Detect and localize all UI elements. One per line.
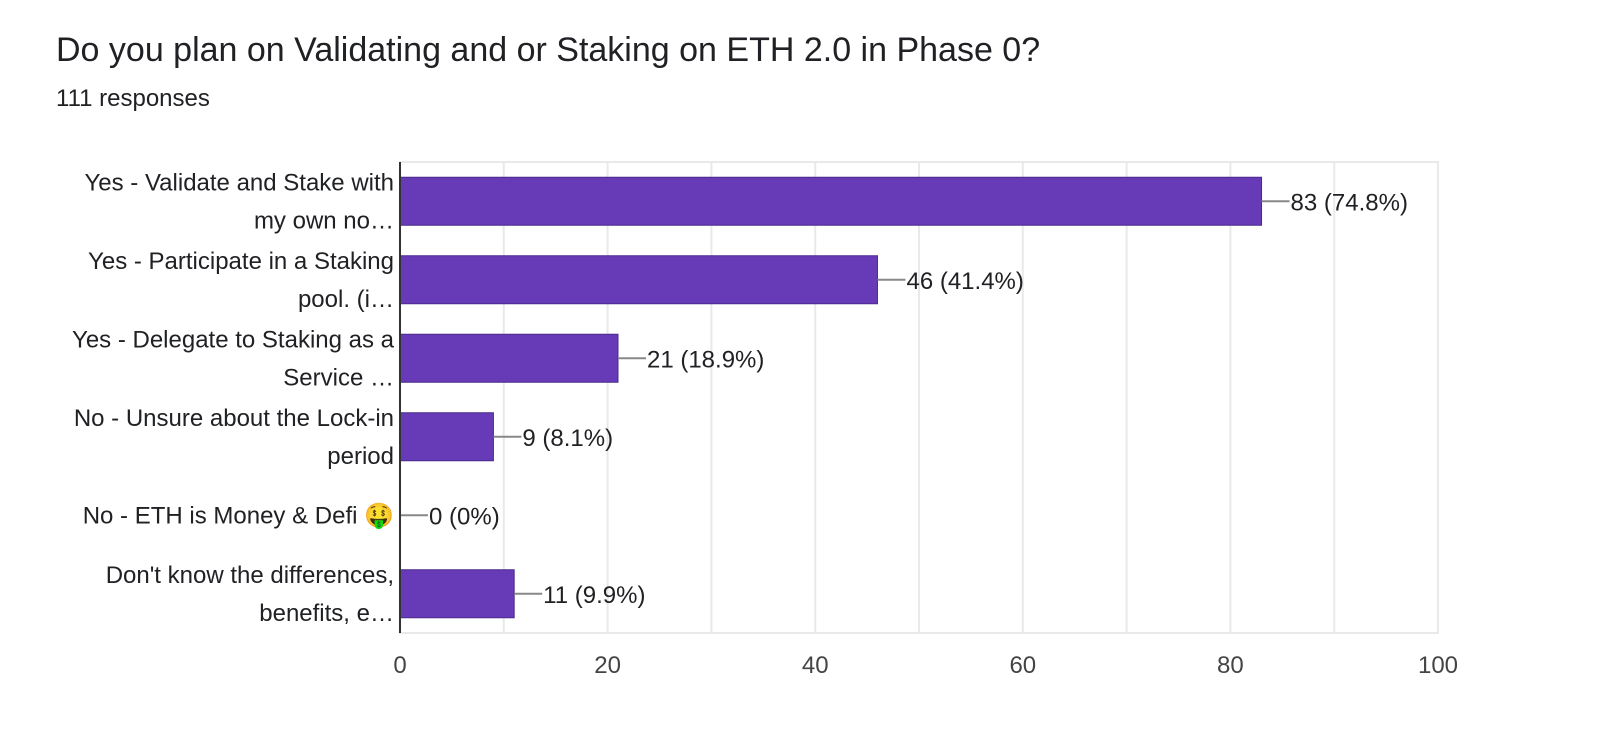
category-label: Yes - Delegate to Staking as a xyxy=(72,326,395,353)
data-label: 9 (8.1%) xyxy=(522,425,613,452)
data-label: 46 (41.4%) xyxy=(906,268,1023,295)
x-tick-label: 0 xyxy=(393,652,406,679)
bar[interactable] xyxy=(399,176,1263,226)
response-count: 111 responses xyxy=(56,85,210,112)
data-label: 83 (74.8%) xyxy=(1291,189,1408,216)
bar[interactable] xyxy=(399,333,619,383)
data-label: 0 (0%) xyxy=(429,503,500,530)
category-label: my own no… xyxy=(254,207,394,234)
category-label: No - Unsure about the Lock-in xyxy=(74,405,394,432)
x-tick-label: 80 xyxy=(1217,652,1244,679)
bar[interactable] xyxy=(399,255,878,305)
x-tick-label: 60 xyxy=(1009,652,1036,679)
data-label: 21 (18.9%) xyxy=(647,346,764,373)
category-label: Yes - Participate in a Staking xyxy=(88,248,394,275)
category-label: Don't know the differences, xyxy=(106,562,394,589)
x-tick-label: 20 xyxy=(594,652,621,679)
chart-title: Do you plan on Validating and or Staking… xyxy=(56,31,1041,69)
bar[interactable] xyxy=(399,569,515,619)
category-label: No - ETH is Money & Defi 🤑 xyxy=(83,502,394,529)
category-label: Service … xyxy=(283,364,394,391)
category-label: pool. (i… xyxy=(298,286,394,313)
category-label: benefits, e… xyxy=(259,600,394,627)
x-tick-label: 100 xyxy=(1418,652,1458,679)
bar[interactable] xyxy=(399,412,494,462)
category-label: period xyxy=(327,443,394,470)
category-label: Yes - Validate and Stake with xyxy=(84,169,394,196)
x-tick-label: 40 xyxy=(802,652,829,679)
data-label: 11 (9.9%) xyxy=(543,582,645,609)
